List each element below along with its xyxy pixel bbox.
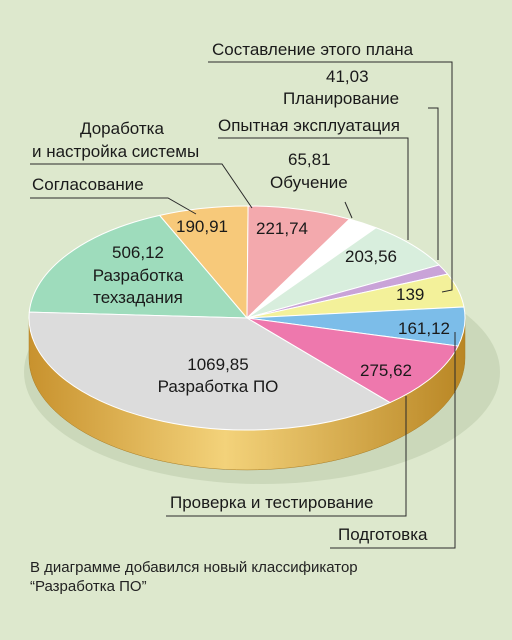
leader-составление <box>208 61 453 293</box>
value-согласование: 190,91 <box>176 217 228 236</box>
pie-slice-1 <box>28 214 249 319</box>
leader-планирование <box>428 107 439 260</box>
label-проверка: Проверка и тестирование <box>170 493 373 512</box>
value-обучение: 65,81 <box>288 150 331 169</box>
label-доработка-1: Доработка <box>80 119 164 138</box>
label-составление: Составление этого плана <box>212 40 414 59</box>
leader-подготовка <box>330 332 456 549</box>
leader-проверка <box>166 396 407 517</box>
value-подготовка: 161,12 <box>398 319 450 338</box>
footnote-line-2: “Разработка ПО” <box>30 578 147 595</box>
label-согласование: Согласование <box>32 175 144 194</box>
value-опытная: 203,56 <box>345 247 397 266</box>
value-доработка: 221,74 <box>256 219 308 238</box>
label-планирование: Планирование <box>283 89 399 108</box>
label-доработка-2: и настройка системы <box>32 142 199 161</box>
value-техзадание: 506,12 <box>112 243 164 262</box>
value-составление: 139 <box>396 285 424 304</box>
footnote-line-1: В диаграмме добавился новый классификато… <box>30 559 358 576</box>
label-обучение: Обучение <box>270 173 348 192</box>
value-проверка: 275,62 <box>360 361 412 380</box>
pie-slice-10 <box>28 311 392 431</box>
value-планирование: 41,03 <box>326 67 369 86</box>
label-техзадание-2: техзадания <box>93 288 183 307</box>
label-подготовка: Подготовка <box>338 525 428 544</box>
label-техзадание-1: Разработка <box>93 266 184 285</box>
leader-согласование <box>30 197 197 215</box>
leader-опытная <box>218 137 409 240</box>
value-по: 1069,85 <box>187 355 248 374</box>
pie-slice-9 <box>246 317 459 404</box>
leader-доработка <box>30 163 253 209</box>
label-по: Разработка ПО <box>158 377 279 396</box>
label-опытная: Опытная эксплуатация <box>218 116 400 135</box>
footnote: В диаграмме добавился новый классификато… <box>30 558 358 596</box>
leader-обучение <box>344 201 353 219</box>
